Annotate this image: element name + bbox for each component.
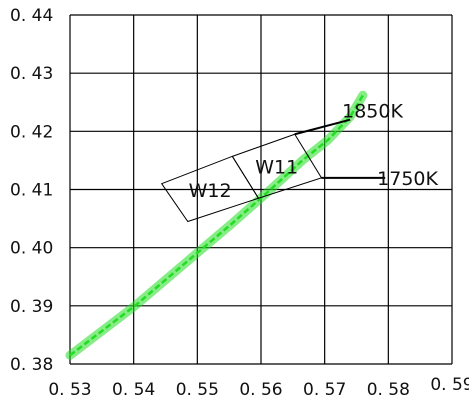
y-tick-label: 0. 43 [10,64,53,84]
locus-band [65,90,368,360]
annotations: 1850K 1750K [294,101,439,190]
x-tick-label: 0. 54 [112,380,155,400]
y-tick-label: 0. 38 [10,355,53,375]
regions: W12 W11 [160,133,323,223]
tick-labels: 0. 53 0. 54 0. 55 0. 56 0. 57 0. 58 0. 59 0. 44… [10,6,469,400]
x-tick-label: 0. 57 [303,380,346,400]
region-label: W11 [255,157,298,179]
grid [69,14,453,365]
color-locus [65,90,368,360]
region-label: W12 [189,180,232,202]
x-tick-label: 0. 59 [430,375,469,395]
annotation-leader [294,118,351,136]
x-tick-label: 0. 53 [48,380,91,400]
y-tick-label: 0. 41 [10,181,53,201]
y-tick-label: 0. 40 [10,239,53,259]
x-tick-label: 0. 58 [367,380,410,400]
annotation-label: 1850K [342,101,403,123]
x-tick-label: 0. 55 [176,380,219,400]
y-tick-label: 0. 42 [10,122,53,142]
x-tick-label: 0. 56 [239,380,282,400]
y-tick-label: 0. 44 [10,6,53,26]
y-tick-label: 0. 39 [10,297,53,317]
annotation-label: 1750K [377,168,438,190]
